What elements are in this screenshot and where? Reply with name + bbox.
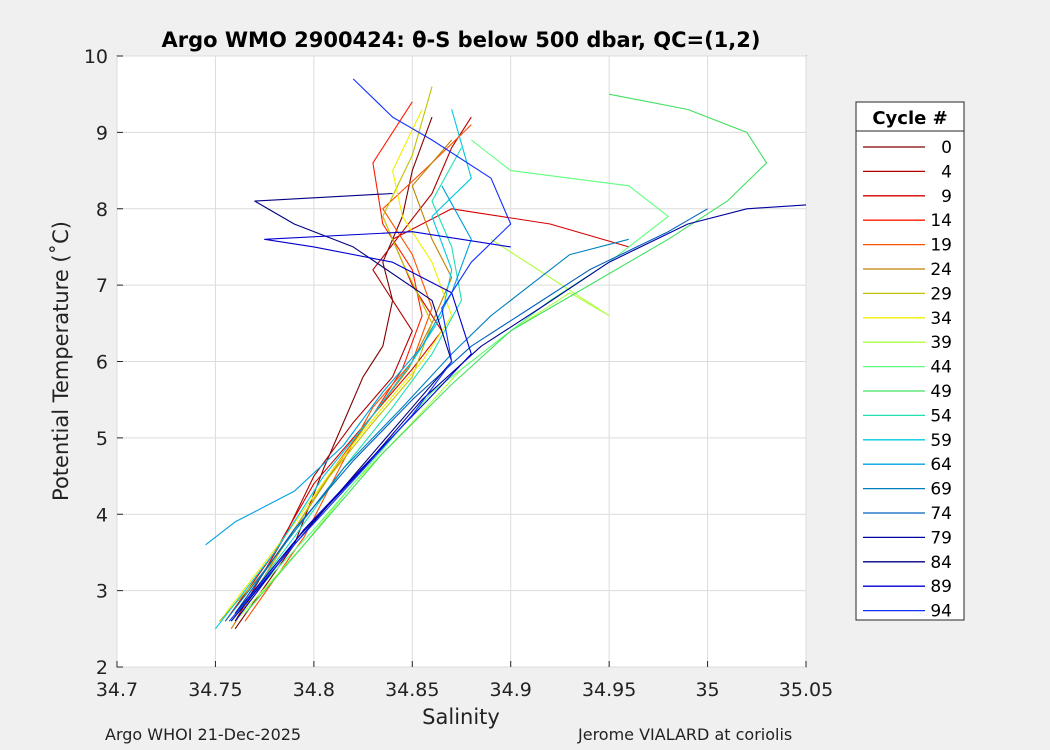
legend-label-cycle-0: 0 [941, 138, 952, 158]
x-tick-label: 34.8 [293, 679, 335, 701]
legend-label-cycle-94: 94 [930, 602, 952, 622]
series-line-cycle-4 [234, 116, 472, 622]
x-tick-label: 35.05 [779, 679, 833, 701]
series-line-cycle-49 [244, 93, 768, 614]
x-axis-label: Salinity [422, 705, 500, 729]
y-tick-label: 9 [96, 122, 108, 144]
legend-label-cycle-49: 49 [930, 382, 952, 402]
legend-label-cycle-29: 29 [930, 284, 952, 304]
series-line-cycle-94 [228, 78, 512, 622]
series-line-cycle-0 [234, 116, 433, 630]
y-tick-label: 8 [96, 199, 108, 221]
legend-label-cycle-69: 69 [930, 480, 952, 500]
x-tick-label: 34.95 [582, 679, 636, 701]
legend-label-cycle-59: 59 [930, 431, 952, 451]
y-tick-label: 7 [96, 275, 108, 297]
legend-label-cycle-74: 74 [930, 504, 952, 524]
legend-label-cycle-84: 84 [930, 553, 952, 573]
y-tick-label: 4 [96, 504, 108, 526]
chart-title: Argo WMO 2900424: θ-S below 500 dbar, QC… [162, 28, 761, 52]
y-tick-label: 5 [96, 428, 108, 450]
legend-label-cycle-89: 89 [930, 577, 952, 597]
series-line-cycle-44 [234, 139, 669, 614]
series-line-cycle-74 [234, 208, 708, 614]
legend-label-cycle-39: 39 [930, 333, 952, 353]
x-tick-label: 34.85 [385, 679, 439, 701]
y-tick-label: 10 [84, 46, 108, 68]
y-tick-label: 3 [96, 581, 108, 603]
legend-label-cycle-79: 79 [930, 528, 952, 548]
legend-label-cycle-24: 24 [930, 260, 952, 280]
x-tick-label: 35 [695, 679, 719, 701]
series-line-cycle-59 [214, 109, 472, 630]
x-tick-label: 34.7 [96, 679, 138, 701]
series-line-cycle-19 [244, 124, 472, 622]
series-line-cycle-84 [230, 192, 453, 622]
legend-label-cycle-9: 9 [941, 187, 952, 207]
series-line-cycle-64 [205, 185, 472, 546]
footer-right: Jerome VIALARD at coriolis [578, 725, 793, 744]
legend-label-cycle-4: 4 [941, 162, 952, 182]
series-line-cycle-29 [218, 86, 433, 622]
legend-title: Cycle # [872, 108, 947, 129]
y-tick-label: 2 [96, 657, 108, 679]
legend: Cycle # 04914192429343944495459646974798… [855, 101, 965, 622]
legend-label-cycle-54: 54 [930, 406, 952, 426]
legend-label-cycle-14: 14 [930, 211, 952, 231]
x-tick-label: 34.9 [490, 679, 532, 701]
axis-ticks: 34.7 34.75 34.8 34.85 34.9 34.95 35 35.05 2 3 4 5 6 7… [84, 46, 833, 701]
legend-label-cycle-34: 34 [930, 309, 952, 329]
footer-left: Argo WHOI 21-Dec-2025 [105, 725, 302, 744]
grid [116, 55, 807, 668]
x-tick-label: 34.75 [188, 679, 242, 701]
series-line-cycle-34 [224, 109, 453, 614]
legend-label-cycle-19: 19 [930, 236, 952, 256]
legend-label-cycle-44: 44 [930, 358, 952, 378]
y-axis-label: Potential Temperature (˚C) [49, 221, 73, 501]
legend-label-cycle-64: 64 [930, 455, 952, 475]
series-line-cycle-54 [230, 147, 463, 622]
series-layer [205, 78, 807, 630]
legend-box [855, 101, 965, 621]
y-tick-label: 6 [96, 352, 108, 374]
